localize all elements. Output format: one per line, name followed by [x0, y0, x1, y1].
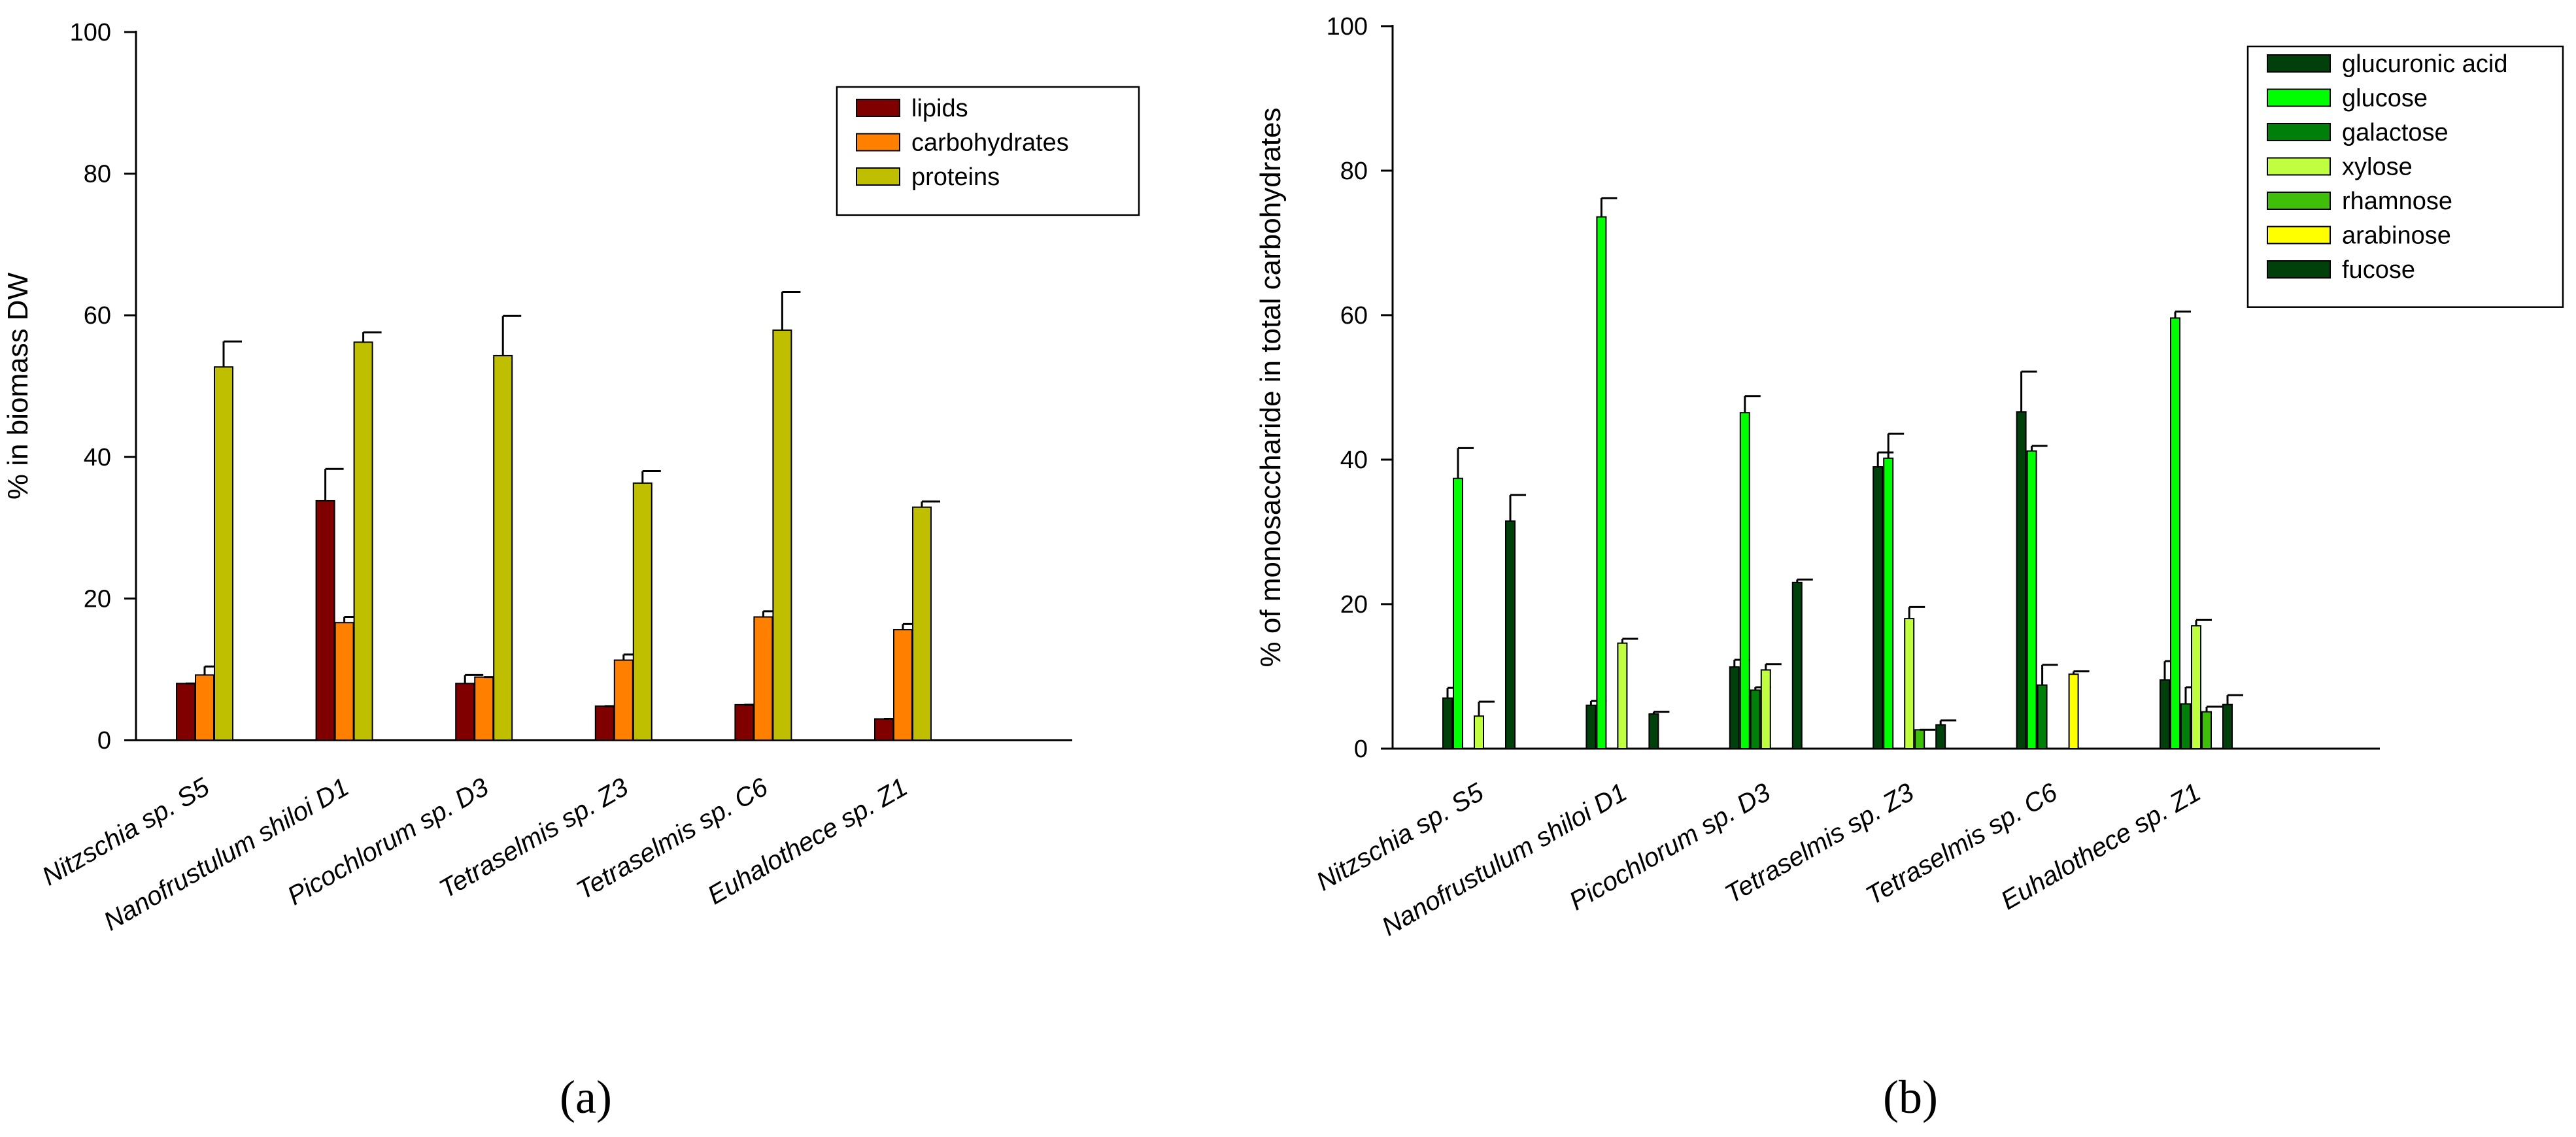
panel-b-legend-swatch — [2267, 260, 2331, 279]
panel-a-bar-lipids — [315, 500, 335, 741]
panel-a-category-label: Nanofrustulum shiloi D1 — [99, 773, 354, 936]
panel-b-bar-arabinose — [2068, 673, 2079, 750]
panel-a-bar-proteins — [353, 341, 373, 741]
panel-b-bar-fucose — [2222, 704, 2233, 749]
panel-a-ytick-label: 40 — [84, 444, 111, 471]
panel-b-legend-swatch — [2267, 226, 2331, 245]
panel-a-bar-lipids — [455, 683, 475, 741]
panel-b-ytick-label: 100 — [1327, 13, 1368, 41]
panel-a-label: (a) — [560, 1071, 612, 1123]
panel-b-bar-glucuronic-acid — [1442, 697, 1453, 750]
panel-b-legend-label: rhamnose — [2342, 188, 2452, 215]
panel-b-bar-glucuronic-acid — [2160, 679, 2170, 750]
panel-b-bar-xylose — [1474, 715, 1484, 750]
panel-a-ytick-label: 80 — [84, 161, 111, 188]
panel-a-legend-label: proteins — [911, 163, 1000, 191]
panel-a-bar-carbohydrates — [613, 659, 634, 741]
panel-a-ytick-label: 100 — [70, 19, 111, 46]
panel-b-bar-glucuronic-acid — [1585, 704, 1597, 749]
panel-b-bar-galactose — [2180, 703, 2191, 749]
panel-a-bar-proteins — [493, 354, 513, 741]
panel-b-ytick-label: 80 — [1340, 158, 1368, 185]
panel-a-bar-proteins — [772, 329, 792, 741]
panel-a-bar-lipids — [734, 704, 754, 741]
panel-b-bar-galactose — [2037, 684, 2048, 750]
panel-b-bar-rhamnose — [1914, 729, 1925, 750]
panel-b-bar-galactose — [1750, 689, 1761, 749]
panel-a-y-axis-title: % in biomass DW — [2, 272, 34, 500]
panel-b-legend-label: glucose — [2342, 85, 2428, 112]
panel-a-ytick-label: 20 — [84, 585, 111, 613]
panel-b-legend-label: arabinose — [2342, 222, 2451, 250]
panel-a-bar-carbohydrates — [474, 676, 494, 741]
panel-a-bar-carbohydrates — [334, 622, 354, 741]
panel-b-bar-glucuronic-acid — [1729, 666, 1740, 750]
panel-b-legend-label: fucose — [2342, 256, 2415, 284]
panel-b-bar-glucose — [1453, 477, 1463, 749]
panel-b-bar-glucose — [2170, 317, 2180, 750]
panel-b-category-label: Nanofrustulum shiloi D1 — [1377, 778, 1632, 942]
panel-b-legend-swatch — [2267, 123, 2331, 141]
panel-b-bar-glucose — [1883, 457, 1894, 749]
panel-a-legend-label: lipids — [911, 95, 968, 122]
panel-a-bar-proteins — [632, 482, 652, 741]
panel-b-bar-glucose — [1739, 412, 1750, 749]
panel-b-ytick-label: 0 — [1354, 736, 1368, 763]
panel-b-bar-xylose — [2191, 625, 2201, 750]
panel-b-legend-swatch — [2267, 192, 2331, 210]
panel-a-bar-lipids — [594, 705, 615, 741]
panel-b-legend-label: glucuronic acid — [2342, 50, 2507, 78]
panel-a-bar-lipids — [176, 683, 195, 741]
panel-a-bar-lipids — [874, 718, 894, 741]
panel-a-legend-label: carbohydrates — [911, 129, 1069, 157]
panel-b-legend-swatch — [2267, 88, 2331, 107]
panel-b-bar-rhamnose — [2201, 711, 2212, 750]
panel-b-bar-glucose — [2026, 450, 2037, 749]
panel-b-ytick-label: 20 — [1340, 591, 1368, 619]
panel-b-y-axis-title: % of monosaccharide in total carbohydrat… — [1255, 107, 1287, 667]
panel-a-ytick-label: 60 — [84, 302, 111, 330]
panel-a-bar-proteins — [912, 506, 932, 741]
panel-a-bar-carbohydrates — [893, 629, 913, 741]
panel-b-legend-label: xylose — [2342, 154, 2413, 181]
panel-a-bar-carbohydrates — [195, 674, 214, 741]
panel-b-bar-xylose — [1760, 669, 1771, 750]
panel-b-label: (b) — [1883, 1071, 1938, 1123]
panel-b-bar-fucose — [1505, 520, 1516, 749]
panel-b-bar-glucuronic-acid — [1873, 466, 1884, 749]
panel-a-ytick-label: 0 — [97, 727, 111, 755]
panel-b-legend-swatch — [2267, 157, 2331, 176]
panel-a-bar-proteins — [214, 366, 233, 741]
panel-b-bar-glucuronic-acid — [2016, 411, 2027, 749]
panel-b-legend-label: galactose — [2342, 119, 2449, 146]
panel-b-bar-fucose — [1935, 724, 1946, 750]
panel-b-bar-glucose — [1596, 216, 1607, 750]
panel-a-legend-swatch — [856, 99, 900, 117]
panel-a-legend-swatch — [856, 167, 900, 186]
panel-b-legend-swatch — [2267, 54, 2331, 73]
panel-b-bar-xylose — [1904, 618, 1915, 749]
panel-b-ytick-label: 60 — [1340, 302, 1368, 330]
panel-b-bar-fucose — [1648, 713, 1659, 749]
panel-b-bar-xylose — [1617, 642, 1628, 749]
panel-b-ytick-label: 40 — [1340, 447, 1368, 474]
panel-a-bar-carbohydrates — [753, 616, 773, 741]
panel-b-bar-fucose — [1791, 581, 1803, 749]
panel-a-legend-swatch — [856, 133, 900, 152]
